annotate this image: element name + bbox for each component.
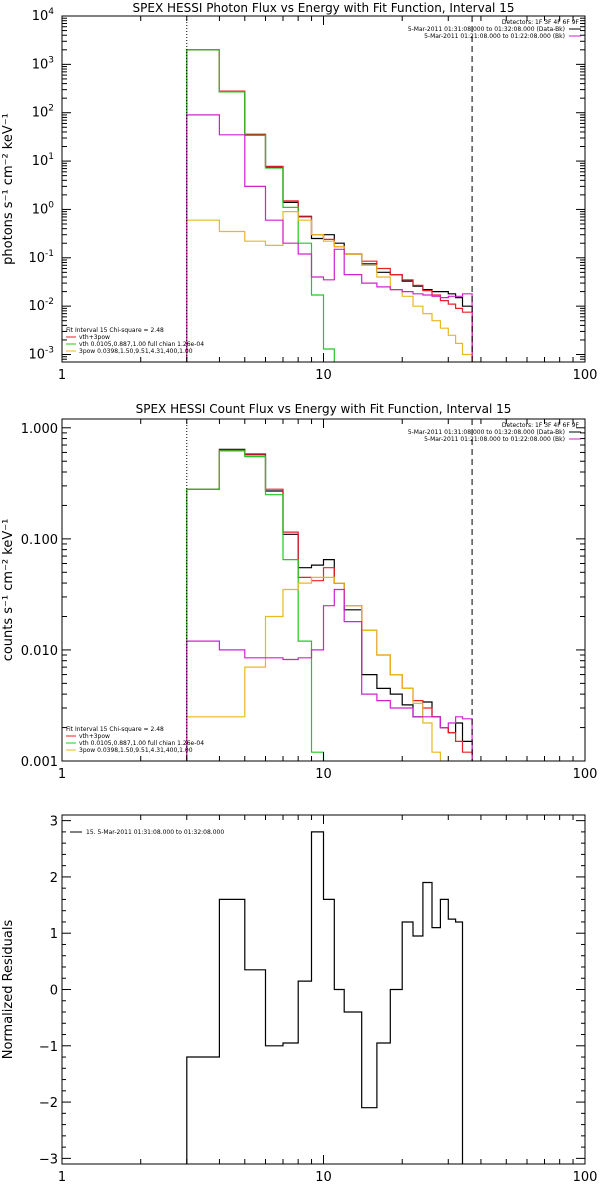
series-group: [186, 49, 490, 362]
header-line: 5-Mar-2011 01:21:08.000 to 01:22:08.000 …: [424, 33, 565, 40]
x-tick-label: 1: [58, 368, 66, 383]
x-tick-label: 100: [573, 767, 598, 782]
series-background-line: [186, 588, 473, 761]
count-flux-panel: SPEX HESSI Count Flux vs Energy with Fit…: [1, 402, 598, 782]
fit-info-line: vth 0.0105,0.887,1.00 full chian 1.26e-0…: [79, 341, 204, 348]
header-line: Detectors: 1F 3F 4F 6F 9F: [502, 422, 580, 429]
series-3pow-line: [186, 211, 490, 362]
y-tick-label: 0: [50, 984, 58, 999]
y-tick-label: 1: [50, 927, 58, 942]
series-vth-line: [186, 450, 335, 761]
series-vth-line: [186, 49, 345, 362]
y-tick-label: 103: [32, 55, 54, 72]
y-tick-label: −3: [39, 1152, 58, 1167]
y-tick-label: 3: [50, 815, 58, 830]
series-background-line: [186, 114, 473, 362]
x-tick-label: 1: [58, 767, 66, 782]
x-tick-label: 100: [573, 368, 598, 383]
y-tick-label: 100: [32, 200, 55, 217]
fit-info-line: Fit Interval 15 Chi-square = 2.48: [66, 327, 164, 334]
y-tick-label: 10-2: [28, 297, 54, 314]
y-tick-label: 101: [32, 152, 54, 169]
header-line: 5-Mar-2011 01:31:08.000 to 01:32:08.000 …: [408, 429, 565, 436]
y-tick-label: −1: [39, 1040, 58, 1055]
y-axis-label: Normalized Residuals: [1, 920, 16, 1060]
y-tick-label: 1.000: [21, 422, 58, 437]
fit-info-line: vth 0.0105,0.887,1.00 full chian 1.26e-0…: [79, 740, 204, 747]
fit-info-line: vth+3pow: [79, 334, 110, 341]
y-axis-label: counts s⁻¹ cm⁻² keV⁻¹: [1, 519, 16, 662]
y-tick-label: 0.010: [21, 644, 58, 659]
residuals-panel: Normalized Residuals 1 10 100 −3 −2 −1 0 1 2 3 15. …: [1, 814, 598, 1185]
x-tick-label: 10: [315, 1170, 332, 1185]
y-axis-label: photons s⁻¹ cm⁻² keV⁻¹: [1, 113, 16, 265]
fit-info-line: vth+3pow: [79, 733, 110, 740]
fit-info-line: 3pow 0.0398,1.50,9.51,4.31,400,1.00: [79, 348, 193, 355]
chart-title: SPEX HESSI Photon Flux vs Energy with Fi…: [133, 1, 515, 15]
y-tick-label: −2: [39, 1096, 58, 1111]
y-tick-label: 10-1: [28, 249, 54, 266]
x-tick-label: 10: [315, 767, 332, 782]
chart-title: SPEX HESSI Count Flux vs Energy with Fit…: [136, 402, 512, 416]
header-line: Detectors: 1F 3F 4F 6F 9F: [502, 19, 580, 26]
y-tick-label: 2: [50, 871, 58, 886]
fit-info-line: Fit Interval 15 Chi-square = 2.48: [66, 726, 164, 733]
series-group: [186, 831, 464, 1164]
plot-frame: [61, 418, 586, 762]
y-tick-label: 0.001: [21, 755, 58, 770]
residual-legend-label: 15. 5-Mar-2011 01:31:08.000 to 01:32:08.…: [86, 829, 224, 836]
x-tick-label: 100: [573, 1170, 598, 1185]
y-tick-label: 10-3: [28, 346, 54, 363]
series-15--line: [186, 831, 464, 1164]
fit-info-line: 3pow 0.0398,1.50,9.51,4.31,400,1.00: [79, 747, 193, 754]
header-line: 5-Mar-2011 01:31:08.000 to 01:32:08.000 …: [408, 26, 565, 33]
y-tick-label: 104: [32, 7, 55, 24]
series-vth-3pow-line: [186, 49, 473, 362]
x-tick-label: 10: [315, 368, 332, 383]
series-data-line: [186, 49, 473, 362]
series-3pow-line: [186, 576, 473, 761]
series-group: [186, 448, 473, 761]
x-tick-label: 1: [58, 1170, 66, 1185]
photon-flux-panel: SPEX HESSI Photon Flux vs Energy with Fi…: [1, 1, 598, 383]
y-tick-label: 0.100: [21, 533, 58, 548]
y-tick-label: 102: [32, 104, 54, 121]
header-line: 5-Mar-2011 01:21:08.000 to 01:22:08.000 …: [424, 436, 565, 443]
